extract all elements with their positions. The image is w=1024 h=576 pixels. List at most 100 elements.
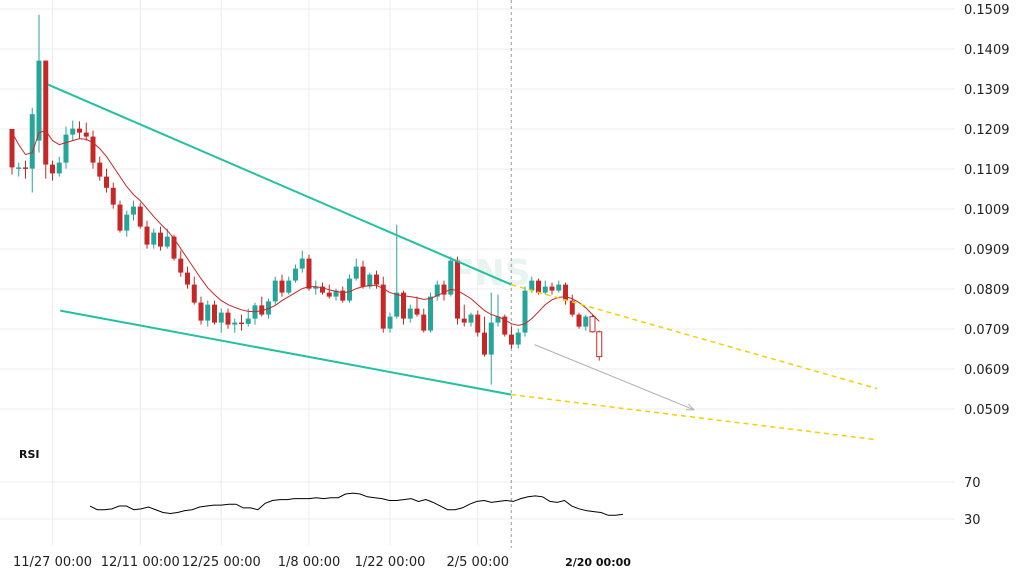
candle-down [380,284,386,329]
candle-up [448,260,454,295]
price-tick-label: 0.0709 [964,323,1010,338]
projection-lower [511,393,878,441]
candle-down [77,128,82,133]
candle-up [164,236,170,247]
candle-down [563,284,568,301]
price-tick-label: 0.1309 [964,83,1010,98]
trendline-upper [47,83,512,286]
price-tick-label: 0.0909 [964,243,1010,258]
candle-down [536,280,541,293]
candle-down [306,258,312,289]
candle-up [232,322,238,325]
candle-down [441,284,447,295]
candle-down [340,290,346,301]
candle-up [151,232,157,245]
candle-down [320,286,325,293]
candle-down [401,292,406,319]
price-tick-label: 0.1009 [964,203,1010,218]
candle-down [576,314,582,327]
price-tick-label: 0.0809 [964,283,1010,298]
candle-up [29,114,35,169]
candle-up [272,280,278,302]
candle-up [428,296,433,331]
candle-up [488,322,494,355]
candle-down [50,164,55,174]
candle-down [326,292,332,297]
candle-up [515,332,521,345]
candle-up [367,274,373,287]
price-tick-label: 0.1209 [964,123,1010,138]
candle-down [43,60,49,165]
candle-up [333,290,339,297]
candle-up [542,286,548,293]
price-tick-label: 0.1109 [964,163,1010,178]
candle-down [83,132,89,137]
candle-down [225,312,231,325]
candle-down [259,305,265,315]
candle-down [360,266,366,287]
candle-down [9,129,15,168]
candle-up [293,268,298,281]
candle-down [549,286,555,291]
candle-down [414,308,420,315]
candle-up [495,316,501,323]
candle-down [191,284,197,303]
candle-up [434,284,440,297]
watermark: FNS [450,253,531,294]
candle-up [407,308,413,319]
candle-up [313,286,319,289]
trendlines [47,83,512,396]
candle-up [522,290,528,333]
candle-up [394,292,400,317]
candle-down [144,226,150,245]
time-tick-label: 2/5 00:00 [446,555,509,570]
price-tick-label: 0.1509 [964,3,1010,18]
candle-up [56,162,62,174]
time-tick-label-highlighted: 2/20 00:00 [565,556,631,569]
rsi-tick-label: 30 [964,513,981,528]
candle-up [353,266,359,279]
candle-down [104,176,109,188]
candle-down [461,318,467,323]
time-axis: 11/27 00:00 12/11 00:00 12/25 00:00 1/8 00:… [13,555,631,570]
rsi-title: RSI [19,448,40,461]
ma-line [11,130,600,326]
projection-upper [511,283,878,390]
candle-down [502,316,508,335]
candle-up [205,304,211,321]
candle-down [374,274,379,285]
candle-up [131,206,136,215]
candle-up [299,258,305,269]
candle-up [266,301,271,315]
rsi-tick-label: 70 [964,476,981,491]
candle-down [23,167,28,169]
candle-down [97,162,103,177]
candle-down [482,332,487,355]
candle-down [596,331,603,358]
candle-up [387,316,393,329]
candle-up [347,278,352,301]
candle-down [178,258,184,273]
price-axis: 0.1509 0.1409 0.1309 0.1209 0.1109 0.1009 0.09… [964,3,1010,418]
candle-down [90,136,96,163]
candle-down [117,204,123,231]
forecast-arrow [534,344,696,411]
candle-down [137,206,143,227]
price-tick-label: 0.1409 [964,43,1010,58]
rsi-panel: RSI 70 30 [19,448,981,528]
candle-up [468,314,474,323]
candle-down [198,302,204,321]
grid [0,0,955,545]
candle-down [171,236,177,259]
time-tick-label: 11/27 00:00 [13,555,92,570]
price-tick-label: 0.0509 [964,403,1010,418]
time-tick-label: 12/25 00:00 [182,555,261,570]
time-tick-label: 12/11 00:00 [101,555,180,570]
candle-up [16,167,22,169]
projections [511,283,878,441]
candle-down [110,187,116,205]
candle-up [245,318,251,324]
candle-down [212,304,217,323]
rsi-line [89,492,623,516]
